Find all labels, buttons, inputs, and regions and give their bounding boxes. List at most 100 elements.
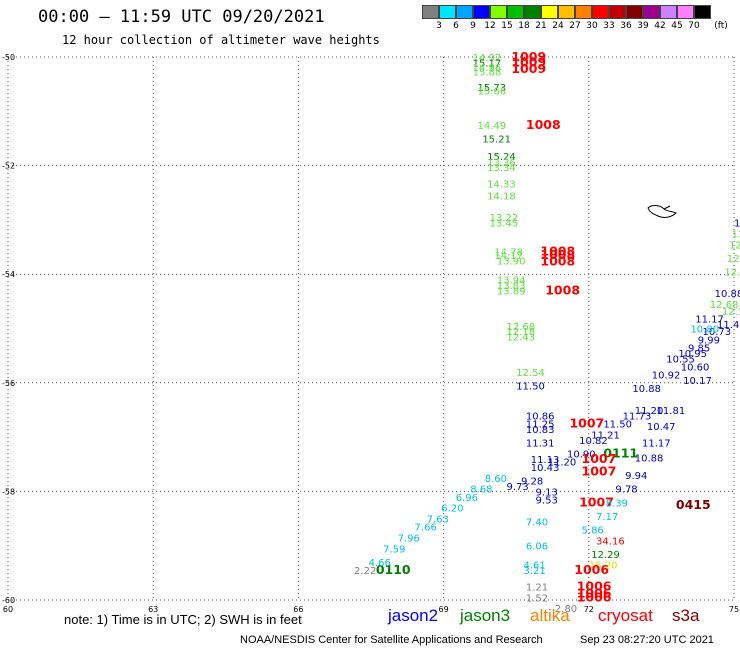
wave-height-label: 15.66: [477, 87, 506, 98]
legend-s3a: s3a: [672, 606, 700, 625]
wave-height-label: 9.94: [625, 471, 647, 482]
wave-height-label: 14.92: [473, 53, 502, 64]
wave-height-label: 1.21: [526, 582, 548, 593]
coastline-kerguelen: [647, 205, 677, 218]
colorbar-label: 18: [518, 21, 530, 31]
wave-height-label: 10.88: [632, 384, 661, 395]
colorbar-swatch: [677, 5, 694, 19]
colorbar-label: 30: [586, 21, 598, 31]
wave-height-label: 9.99: [698, 335, 720, 346]
wave-height-label: 12.29: [591, 550, 620, 561]
data-labels: 14.9215.1714.9615.8810091009100915.7315.…: [354, 49, 740, 615]
colorbar-label: 36: [620, 21, 632, 31]
colorbar-swatch: [507, 5, 524, 19]
colorbar-label: 9: [470, 21, 476, 31]
legend-jason3: jason3: [460, 606, 511, 625]
legend-altika: altika: [530, 606, 570, 625]
wave-height-label: 14.96: [473, 63, 502, 74]
wave-height-label: 7.96: [398, 534, 420, 545]
colorbar-label: 42: [654, 21, 666, 31]
wave-height-label: 16.20: [589, 561, 618, 572]
y-tick-label: -50: [2, 53, 15, 62]
colorbar-label: 45: [671, 21, 683, 31]
pass-time-label: 0111: [603, 445, 638, 460]
wave-height-label: 11.20: [635, 406, 664, 417]
wave-height-label: 7.59: [383, 544, 405, 555]
x-tick-label: 75: [729, 605, 739, 614]
wave-height-label: 12.87: [729, 240, 740, 251]
legend-jason2: jason2: [388, 606, 439, 625]
colorbar-swatch: [660, 5, 677, 19]
colorbar-label: 6: [453, 21, 459, 31]
wave-height-label: 10.80: [690, 325, 719, 336]
pass-time-label: 1009: [511, 61, 546, 76]
chart-title: 00:00 – 11:59 UTC 09/20/2021: [38, 7, 325, 27]
pass-time-label: 0110: [376, 562, 411, 577]
pass-time-label: 1007: [582, 463, 617, 478]
pass-time-label: 1007: [582, 451, 617, 466]
x-tick-label: 72: [584, 605, 594, 614]
gridlines: [7, 56, 735, 601]
wave-height-label: 11.17: [695, 315, 724, 326]
wave-height-label: 10.83: [526, 425, 555, 436]
x-tick-label: 66: [293, 605, 303, 614]
wave-height-label: 12.54: [516, 368, 545, 379]
wave-height-label: 13.45: [490, 219, 519, 230]
legend-cryosat: cryosat: [598, 606, 653, 625]
wave-height-label: 12.68: [507, 322, 536, 333]
colorbar-swatch: [456, 5, 473, 19]
wave-height-label: 14.49: [477, 121, 506, 132]
y-tick-label: -60: [2, 596, 15, 605]
wave-height-label: 10.90: [567, 449, 596, 460]
colorbar-label: 33: [603, 21, 615, 31]
wave-height-label: 10.43: [531, 463, 560, 474]
wave-height-label: 12.18: [722, 307, 740, 318]
wave-height-label: 6.96: [456, 493, 478, 504]
colorbar-swatch: [575, 5, 592, 19]
wave-height-label: 10.95: [678, 349, 707, 360]
colorbar-swatch: [439, 5, 456, 19]
wave-height-label: 9.28: [521, 477, 543, 488]
y-tick-label: -54: [2, 270, 15, 279]
wave-height-label: 12.68: [710, 300, 739, 311]
colorbar-swatch: [541, 5, 558, 19]
wave-height-label: 11.50: [516, 382, 545, 393]
wave-height-label: 9.85: [688, 344, 710, 355]
island-outline: [647, 205, 677, 218]
wave-height-label: 9.13: [536, 487, 558, 498]
wave-height-label: 10.55: [666, 354, 695, 365]
colorbar: [422, 5, 711, 19]
wave-height-label: 1.52: [526, 593, 548, 604]
wave-height-label: 4.66: [369, 558, 391, 569]
wave-height-label: 14.18: [487, 191, 516, 202]
wave-height-label: 14.33: [487, 180, 516, 191]
wave-height-label: 2.80: [555, 604, 577, 615]
pass-time-label: 0415: [676, 497, 711, 512]
wave-height-label: 8.60: [485, 474, 507, 485]
colorbar-label: 24: [552, 21, 564, 31]
wave-height-label: 12.43: [507, 333, 536, 344]
wave-height-label: 14.78: [494, 247, 523, 258]
wave-height-label: 9.78: [615, 485, 637, 496]
pass-time-label: 1007: [569, 416, 604, 431]
wave-height-label: 7.40: [526, 517, 548, 528]
x-tick-label: 60: [3, 605, 13, 614]
colorbar-label: 12: [484, 21, 496, 31]
pass-time-label: 1008: [540, 243, 575, 258]
wave-height-label: 10.88: [635, 454, 664, 465]
wave-height-label: 11.73: [623, 411, 652, 422]
colorbar-swatch: [592, 5, 609, 19]
pass-time-label: 1009: [511, 49, 546, 64]
colorbar-label: 39: [637, 21, 649, 31]
y-tick-label: -58: [2, 487, 15, 496]
pass-time-label: 1009: [511, 54, 546, 69]
wave-height-label: 4.61: [523, 561, 545, 572]
colorbar-swatch: [524, 5, 541, 19]
wave-height-label: 13.36: [487, 158, 516, 169]
pass-time-label: 1008: [540, 254, 575, 269]
wave-height-label: 3.21: [523, 566, 545, 577]
wave-height-label: 11.13: [531, 455, 560, 466]
pass-time-label: 1006: [574, 562, 609, 577]
pass-time-label: 1008: [540, 247, 575, 262]
x-tick-label: 63: [148, 605, 158, 614]
